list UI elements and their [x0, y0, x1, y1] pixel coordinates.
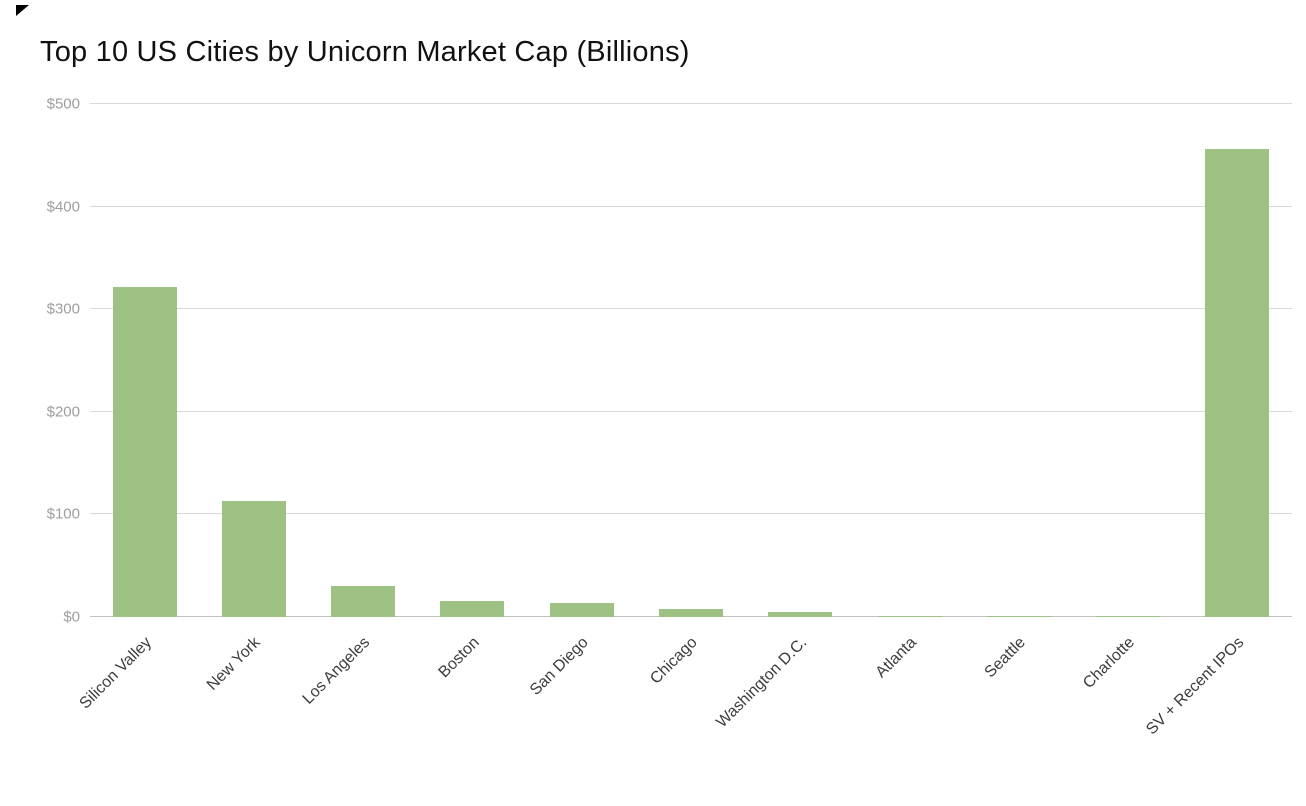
- y-tick-label: $100: [46, 505, 80, 523]
- x-tick-label: New York: [204, 634, 264, 694]
- x-tick-label: Charlotte: [1080, 634, 1139, 692]
- chart-title: Top 10 US Cities by Unicorn Market Cap (…: [40, 36, 690, 68]
- gridline: [90, 513, 1292, 515]
- corner-marker-icon: [16, 5, 29, 16]
- plot-area: [90, 103, 1292, 617]
- x-axis-labels: Silicon Valley New York Los Angeles Boston S…: [76, 618, 1292, 798]
- gridline: [90, 205, 1292, 207]
- x-tick-label: Chicago: [647, 634, 702, 688]
- x-tick-label: Boston: [435, 634, 483, 682]
- x-tick-label: Seattle: [981, 634, 1029, 682]
- x-tick-label: Los Angeles: [299, 634, 374, 708]
- x-tick-label: Washington D.C.: [713, 634, 811, 732]
- bar: [221, 501, 286, 617]
- bar: [1205, 149, 1270, 617]
- bar: [112, 286, 177, 617]
- bar: [331, 586, 396, 617]
- x-tick-label: Silicon Valley: [76, 634, 155, 713]
- bar: [768, 611, 833, 617]
- gridline: [90, 103, 1292, 104]
- y-tick-label: $300: [46, 300, 80, 318]
- y-axis-labels: $0 $100 $200 $300 $400 $500: [0, 96, 80, 626]
- x-tick-label: San Diego: [526, 634, 592, 699]
- bar: [659, 608, 723, 617]
- y-tick-label: $200: [46, 403, 80, 421]
- gridline: [90, 410, 1292, 412]
- gridline: [90, 308, 1292, 310]
- x-tick-label: SV + Recent IPOs: [1143, 634, 1248, 739]
- y-tick-label: $0: [63, 608, 80, 626]
- y-tick-label: $400: [46, 198, 80, 216]
- bar: [549, 602, 614, 617]
- x-tick-label: Atlanta: [872, 634, 920, 682]
- bar: [877, 615, 942, 617]
- bar: [1096, 616, 1161, 617]
- bar: [986, 615, 1051, 617]
- bar: [440, 600, 505, 617]
- y-tick-label: $500: [46, 95, 80, 113]
